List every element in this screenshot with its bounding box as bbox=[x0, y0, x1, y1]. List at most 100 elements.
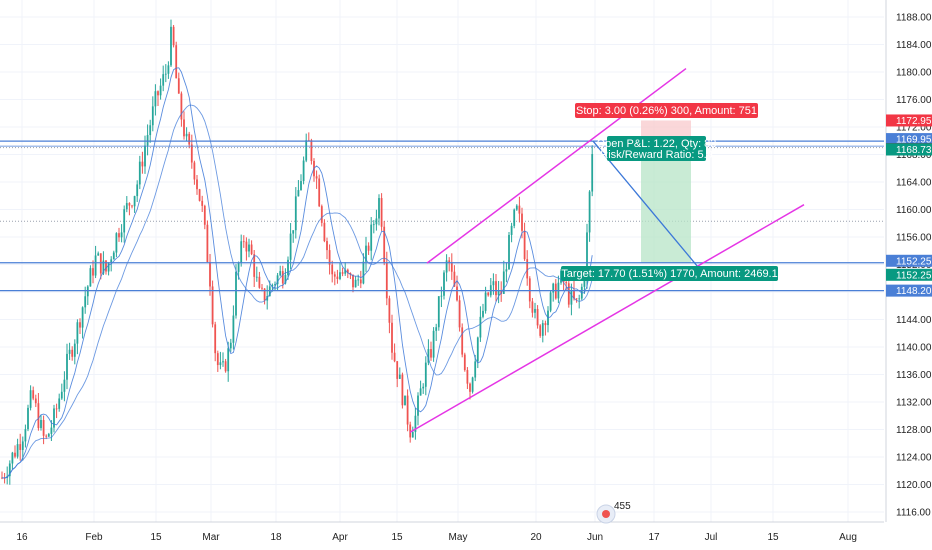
stop-label-text: Stop: 3.00 (0.26%) 300, Amount: 751 bbox=[576, 105, 757, 117]
candle-body bbox=[458, 300, 461, 328]
candle-body bbox=[430, 349, 432, 358]
horizontal-levels[interactable] bbox=[0, 140, 884, 292]
candle-body bbox=[133, 196, 136, 207]
position-tool[interactable]: Stop: 3.00 (0.26%) 300, Amount: 751 Open … bbox=[561, 103, 778, 281]
candle-body bbox=[435, 327, 438, 331]
price-tag-text: 1152.25 bbox=[896, 256, 932, 267]
time-axis[interactable]: 16 Feb 15 Mar 18 Apr 15 May 20 Jun 17 Jul 15 Aug bbox=[0, 521, 884, 543]
candle-body bbox=[66, 353, 68, 380]
candle-body bbox=[21, 441, 24, 450]
x-tick-label: 18 bbox=[270, 532, 282, 543]
candle-body bbox=[235, 271, 237, 316]
candle-body bbox=[328, 250, 331, 265]
candle-body bbox=[154, 91, 157, 107]
candle-body bbox=[385, 262, 388, 299]
x-tick-label: May bbox=[449, 532, 468, 543]
candle-body bbox=[32, 390, 35, 399]
candle-body bbox=[469, 383, 471, 392]
candle-body bbox=[362, 261, 365, 284]
price-tag-bg bbox=[886, 284, 932, 297]
position-shading bbox=[641, 120, 691, 263]
x-tick-label: 15 bbox=[767, 532, 779, 543]
candle-body bbox=[206, 224, 209, 262]
x-tick-label: 16 bbox=[16, 532, 28, 543]
candle-body bbox=[102, 260, 105, 274]
candle-body bbox=[107, 262, 110, 272]
channel-lines[interactable] bbox=[409, 67, 805, 433]
candle-body bbox=[175, 45, 178, 79]
candle-body bbox=[261, 287, 263, 289]
price-tag-1169.95: 1169.95 bbox=[886, 133, 932, 146]
candle-body bbox=[164, 73, 167, 75]
candle-body bbox=[367, 245, 370, 251]
candle-body bbox=[97, 253, 100, 256]
candle-body bbox=[534, 308, 536, 313]
candle-body bbox=[110, 259, 113, 263]
y-tick-label: 1164.00 bbox=[896, 178, 932, 189]
candle-body bbox=[391, 322, 393, 353]
candle-body bbox=[79, 322, 81, 328]
candle-body bbox=[531, 301, 534, 313]
candle-body bbox=[549, 292, 552, 311]
candle-body bbox=[359, 279, 362, 284]
candle-body bbox=[209, 261, 211, 287]
candles bbox=[1, 19, 594, 485]
candle-body bbox=[274, 284, 276, 286]
candle-body bbox=[11, 452, 14, 464]
candle-body bbox=[68, 349, 71, 354]
price-tag-text: 1152.25 bbox=[896, 270, 932, 281]
candle-body bbox=[216, 353, 219, 366]
moving-average-slow bbox=[1, 104, 593, 479]
price-tag-bg bbox=[886, 254, 932, 267]
channel-upper-line bbox=[426, 67, 687, 264]
candle-body bbox=[448, 260, 451, 263]
candle-body bbox=[211, 286, 214, 325]
candle-body bbox=[357, 279, 360, 281]
candle-body bbox=[443, 272, 445, 296]
candle-body bbox=[227, 348, 230, 372]
candle-body bbox=[271, 285, 274, 287]
candle-body bbox=[214, 324, 217, 354]
pnl-label-text: Risk/Reward Ratio: 5.9 bbox=[600, 149, 713, 161]
price-tag-bg bbox=[886, 143, 932, 156]
candle-body bbox=[289, 233, 292, 260]
candle-body bbox=[120, 232, 123, 238]
candle-body bbox=[76, 322, 79, 344]
candle-body bbox=[466, 370, 469, 384]
candle-body bbox=[326, 241, 328, 251]
price-tag-bg bbox=[886, 114, 932, 127]
candle-body bbox=[242, 241, 245, 243]
candle-body bbox=[411, 432, 414, 438]
y-tick-label: 1184.00 bbox=[896, 40, 932, 51]
candle-body bbox=[372, 224, 375, 226]
candle-body bbox=[484, 292, 487, 311]
candle-body bbox=[505, 269, 508, 272]
candle-body bbox=[378, 198, 380, 219]
price-tag-text: 1169.95 bbox=[896, 135, 932, 146]
candle-body bbox=[461, 327, 464, 355]
candle-body bbox=[508, 234, 510, 270]
candle-body bbox=[222, 361, 224, 363]
candle-body bbox=[92, 268, 94, 276]
candle-body bbox=[128, 203, 131, 206]
watermark-logo: 455 bbox=[596, 501, 631, 524]
candle-body bbox=[136, 184, 139, 197]
candle-body bbox=[365, 245, 367, 262]
candle-body bbox=[112, 252, 115, 260]
risk-zone bbox=[641, 120, 691, 142]
candle-body bbox=[346, 269, 349, 274]
candle-body bbox=[255, 276, 258, 278]
candle-body bbox=[50, 427, 53, 434]
y-tick-label: 1188.00 bbox=[896, 13, 932, 24]
candle-body bbox=[146, 135, 149, 146]
candle-body bbox=[427, 349, 430, 363]
candle-body bbox=[71, 349, 74, 357]
candle-body bbox=[354, 279, 357, 288]
y-tick-label: 1180.00 bbox=[896, 68, 932, 79]
candle-body bbox=[398, 374, 401, 379]
y-tick-label: 1140.00 bbox=[896, 343, 932, 354]
candle-body bbox=[170, 26, 172, 66]
